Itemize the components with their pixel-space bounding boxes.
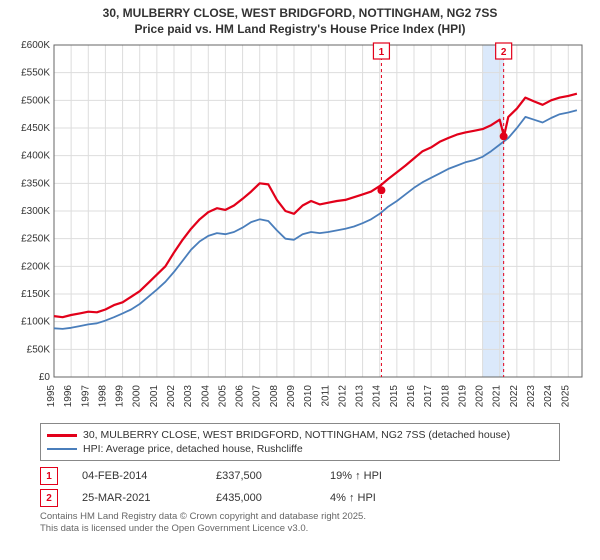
svg-text:£150K: £150K [21,289,50,300]
legend-label: HPI: Average price, detached house, Rush… [83,443,303,455]
svg-text:1998: 1998 [97,385,108,408]
svg-text:2013: 2013 [355,385,366,408]
chart-area: £0 £50K £100K £150K £200K £250K £300K £350K £400… [10,39,590,419]
svg-text:2020: 2020 [475,385,486,408]
svg-text:2000: 2000 [132,385,143,408]
svg-text:2010: 2010 [303,385,314,408]
title-address: 30, MULBERRY CLOSE, WEST BRIDGFORD, NOTT… [10,6,590,22]
svg-text:2006: 2006 [235,385,246,408]
chart-title: 30, MULBERRY CLOSE, WEST BRIDGFORD, NOTT… [0,0,600,39]
svg-text:2: 2 [501,47,507,58]
legend-swatch [47,448,77,450]
svg-text:2004: 2004 [200,385,211,408]
legend-item: 30, MULBERRY CLOSE, WEST BRIDGFORD, NOTT… [47,428,553,442]
svg-text:£100K: £100K [21,317,50,328]
sales-table: 1 04-FEB-2014 £337,500 19% ↑ HPI 2 25-MAR-202… [40,465,560,509]
svg-text:2014: 2014 [372,385,383,408]
sale-price: £337,500 [216,470,306,482]
line-chart: £0 £50K £100K £150K £200K £250K £300K £350K £400… [10,39,590,419]
legend: 30, MULBERRY CLOSE, WEST BRIDGFORD, NOTT… [40,423,560,461]
svg-text:£300K: £300K [21,206,50,217]
sale-delta: 4% ↑ HPI [330,492,420,504]
svg-text:2005: 2005 [217,385,228,408]
svg-text:2025: 2025 [560,385,571,408]
sale-date: 04-FEB-2014 [82,470,192,482]
title-subtitle: Price paid vs. HM Land Registry's House … [10,22,590,38]
svg-text:2019: 2019 [457,385,468,408]
svg-text:2018: 2018 [440,385,451,408]
svg-text:2002: 2002 [166,385,177,408]
svg-text:£50K: £50K [27,345,51,356]
svg-text:£400K: £400K [21,151,50,162]
svg-text:2017: 2017 [423,385,434,408]
svg-text:£350K: £350K [21,179,50,190]
svg-text:2007: 2007 [252,385,263,408]
svg-text:2001: 2001 [149,385,160,408]
svg-text:2021: 2021 [492,385,503,408]
svg-text:2003: 2003 [183,385,194,408]
svg-text:£450K: £450K [21,123,50,134]
legend-item: HPI: Average price, detached house, Rush… [47,442,553,456]
svg-text:£0: £0 [39,372,51,383]
svg-text:2023: 2023 [526,385,537,408]
svg-text:2022: 2022 [509,385,520,408]
sale-row: 2 25-MAR-2021 £435,000 4% ↑ HPI [40,487,560,509]
sale-marker: 2 [40,489,58,507]
legend-swatch [47,434,77,437]
svg-text:2011: 2011 [320,385,331,407]
svg-text:2009: 2009 [286,385,297,408]
svg-text:1: 1 [379,47,385,58]
svg-text:£250K: £250K [21,234,50,245]
svg-text:1995: 1995 [46,385,57,408]
svg-text:2024: 2024 [543,385,554,408]
svg-text:1997: 1997 [80,385,91,408]
sale-price: £435,000 [216,492,306,504]
svg-text:2008: 2008 [269,385,280,408]
attribution-line1: Contains HM Land Registry data © Crown c… [40,511,560,522]
svg-text:1996: 1996 [63,385,74,408]
sale-marker: 1 [40,467,58,485]
svg-text:£550K: £550K [21,68,50,79]
svg-text:£600K: £600K [21,40,50,51]
legend-label: 30, MULBERRY CLOSE, WEST BRIDGFORD, NOTT… [83,429,510,441]
attribution: Contains HM Land Registry data © Crown c… [40,511,560,534]
svg-text:£200K: £200K [21,262,50,273]
svg-text:£500K: £500K [21,96,50,107]
svg-text:1999: 1999 [115,385,126,408]
svg-text:2016: 2016 [406,385,417,408]
attribution-line2: This data is licensed under the Open Gov… [40,523,560,534]
sale-delta: 19% ↑ HPI [330,470,420,482]
sale-date: 25-MAR-2021 [82,492,192,504]
svg-text:2015: 2015 [389,385,400,408]
sale-row: 1 04-FEB-2014 £337,500 19% ↑ HPI [40,465,560,487]
svg-text:2012: 2012 [337,385,348,408]
